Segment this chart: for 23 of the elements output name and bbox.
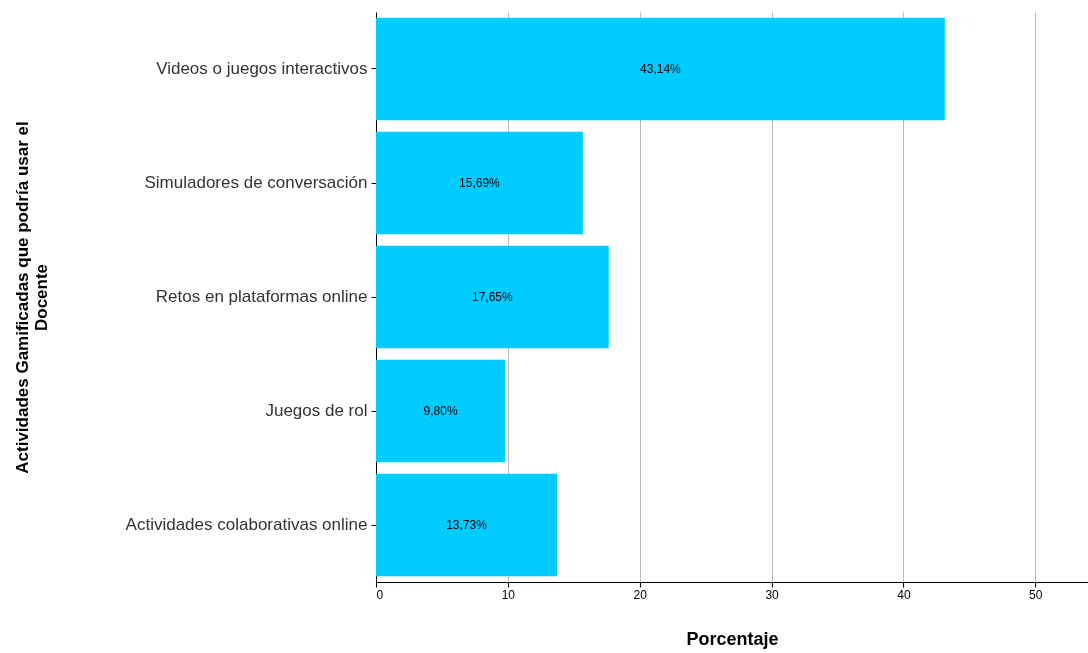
data-label: 17,65% [472,290,514,304]
bar [376,17,945,121]
x-axis-title: Porcentaje [686,628,779,649]
x-tick-label: 30 [765,587,780,602]
x-tick-label: 0 [376,587,384,602]
bar [376,359,506,463]
bar [376,245,609,349]
data-label: 43,14% [640,62,682,76]
y-tick-label: Actividades colaborativas online [125,515,368,534]
x-tick-label: 20 [633,587,648,602]
data-label: 9,80% [423,404,458,418]
x-tick-label: 50 [1029,587,1043,602]
y-tick-label: Juegos de rol [265,401,368,420]
data-label: 13,73% [446,518,488,532]
y-tick-label: Retos en plataformas online [155,287,368,306]
bar [376,473,558,577]
y-tick-label: Simuladores de conversación [144,173,368,192]
x-tick-label: 40 [897,587,911,602]
y-tick-label: Videos o juegos interactivos [156,59,368,78]
x-tick-label: 10 [501,587,516,602]
data-label: 15,69% [459,176,501,190]
y-axis-title: Actividades Gamificadas que podría usar el Docente [12,121,51,474]
bar [376,131,583,235]
